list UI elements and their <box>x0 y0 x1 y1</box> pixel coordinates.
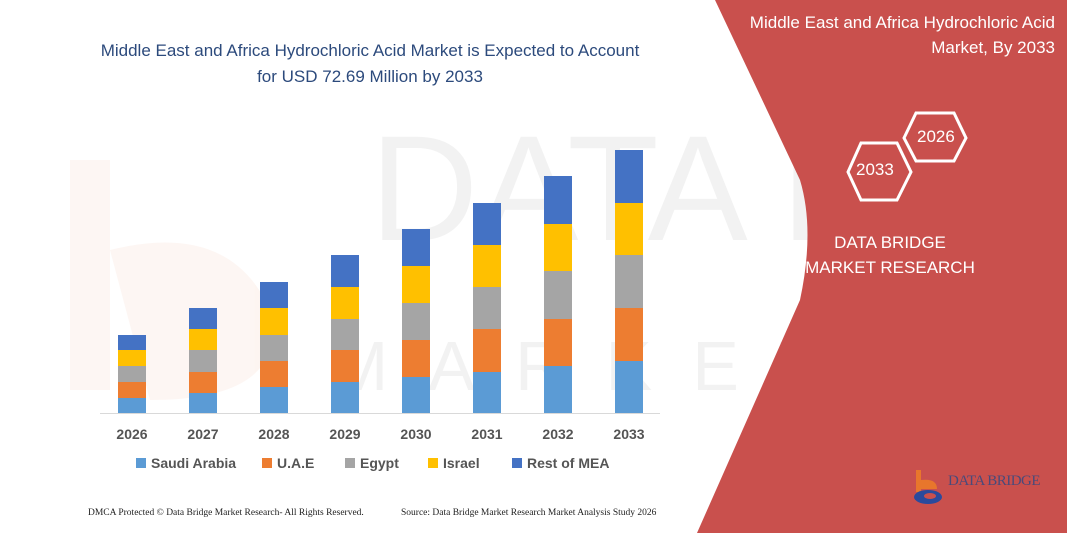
legend-swatch <box>428 458 438 468</box>
legend-item: U.A.E <box>262 455 314 471</box>
bar-segment-2028-u-a-e <box>260 361 288 387</box>
bar-segment-2030-saudi-arabia <box>402 377 430 413</box>
legend-item: Rest of MEA <box>512 455 609 471</box>
bar-segment-2026-egypt <box>118 366 146 382</box>
bar-segment-2027-rest-of-mea <box>189 308 217 329</box>
bar-segment-2027-saudi-arabia <box>189 393 217 413</box>
x-tick-label: 2030 <box>400 426 431 442</box>
data-bridge-logo-icon <box>914 470 942 504</box>
x-tick-label: 2027 <box>187 426 218 442</box>
stacked-bar-chart: 2026 2027 2028 2029 2030 2031 2032 2033 <box>100 150 660 442</box>
x-tick-label: 2033 <box>613 426 644 442</box>
x-tick-label: 2031 <box>471 426 502 442</box>
legend-swatch <box>512 458 522 468</box>
bar-segment-2031-egypt <box>473 287 501 329</box>
bar-segment-2033-egypt <box>615 255 643 308</box>
bar-segment-2031-u-a-e <box>473 329 501 372</box>
bar-segment-2031-israel <box>473 245 501 287</box>
bar-segment-2026-saudi-arabia <box>118 398 146 413</box>
legend-swatch <box>262 458 272 468</box>
bar-segment-2031-rest-of-mea <box>473 203 501 245</box>
bar-segment-2026-israel <box>118 350 146 366</box>
footer-copyright: DMCA Protected © Data Bridge Market Rese… <box>88 508 364 518</box>
bar-segment-2027-egypt <box>189 350 217 372</box>
bar-segment-2032-egypt <box>544 271 572 319</box>
bar-segment-2026-rest-of-mea <box>118 335 146 350</box>
bar-segment-2033-u-a-e <box>615 308 643 361</box>
x-tick-label: 2028 <box>258 426 289 442</box>
side-panel-title: Middle East and Africa Hydrochloric Acid… <box>749 13 1055 57</box>
page-title: Middle East and Africa Hydrochloric Acid… <box>100 41 640 86</box>
bar-segment-2032-israel <box>544 224 572 271</box>
hex-label-2026: 2026 <box>917 127 955 146</box>
legend-item: Saudi Arabia <box>136 455 236 471</box>
x-tick-label: 2032 <box>542 426 573 442</box>
bar-segment-2028-rest-of-mea <box>260 282 288 308</box>
bar-segment-2028-israel <box>260 308 288 335</box>
bar-segment-2030-egypt <box>402 303 430 340</box>
legend-swatch <box>136 458 146 468</box>
bar-segment-2029-egypt <box>331 319 359 350</box>
legend-label: Saudi Arabia <box>151 455 237 471</box>
bar-segment-2033-israel <box>615 203 643 255</box>
bar-segment-2029-israel <box>331 287 359 319</box>
bar-segment-2029-saudi-arabia <box>331 382 359 413</box>
bar-segment-2033-saudi-arabia <box>615 361 643 413</box>
bar-segment-2032-rest-of-mea <box>544 176 572 224</box>
legend-item: Israel <box>428 455 480 471</box>
bar-segment-2031-saudi-arabia <box>473 372 501 413</box>
bar-segment-2029-rest-of-mea <box>331 255 359 287</box>
bar-segment-2032-saudi-arabia <box>544 366 572 413</box>
bar-segment-2028-egypt <box>260 335 288 361</box>
hexagon-2026 <box>902 111 968 163</box>
red-side-panel <box>697 0 1067 533</box>
bar-segment-2029-u-a-e <box>331 350 359 382</box>
brand-name: DATA BRIDGE MARKET RESEARCH <box>805 233 975 277</box>
hexagon-2033 <box>846 141 913 202</box>
legend-label: U.A.E <box>277 455 315 471</box>
hex-label-2033: 2033 <box>856 160 894 179</box>
bar-segment-2027-israel <box>189 329 217 350</box>
legend-item: Egypt <box>345 455 399 471</box>
bar-segment-2027-u-a-e <box>189 372 217 393</box>
bar-segment-2026-u-a-e <box>118 382 146 398</box>
bar-segment-2028-saudi-arabia <box>260 387 288 413</box>
bar-segment-2030-rest-of-mea <box>402 229 430 266</box>
x-tick-label: 2026 <box>116 426 147 442</box>
logo-text: DATA BRIDGE <box>948 473 1041 489</box>
footer-source: Source: Data Bridge Market Research Mark… <box>401 508 657 518</box>
legend-label: Egypt <box>360 455 399 471</box>
x-tick-label: 2029 <box>329 426 360 442</box>
bar-segment-2030-israel <box>402 266 430 303</box>
bar-segment-2032-u-a-e <box>544 319 572 366</box>
legend-swatch <box>345 458 355 468</box>
bar-segment-2033-rest-of-mea <box>615 150 643 203</box>
legend-label: Rest of MEA <box>527 455 610 471</box>
bar-segment-2030-u-a-e <box>402 340 430 377</box>
legend-label: Israel <box>443 455 480 471</box>
